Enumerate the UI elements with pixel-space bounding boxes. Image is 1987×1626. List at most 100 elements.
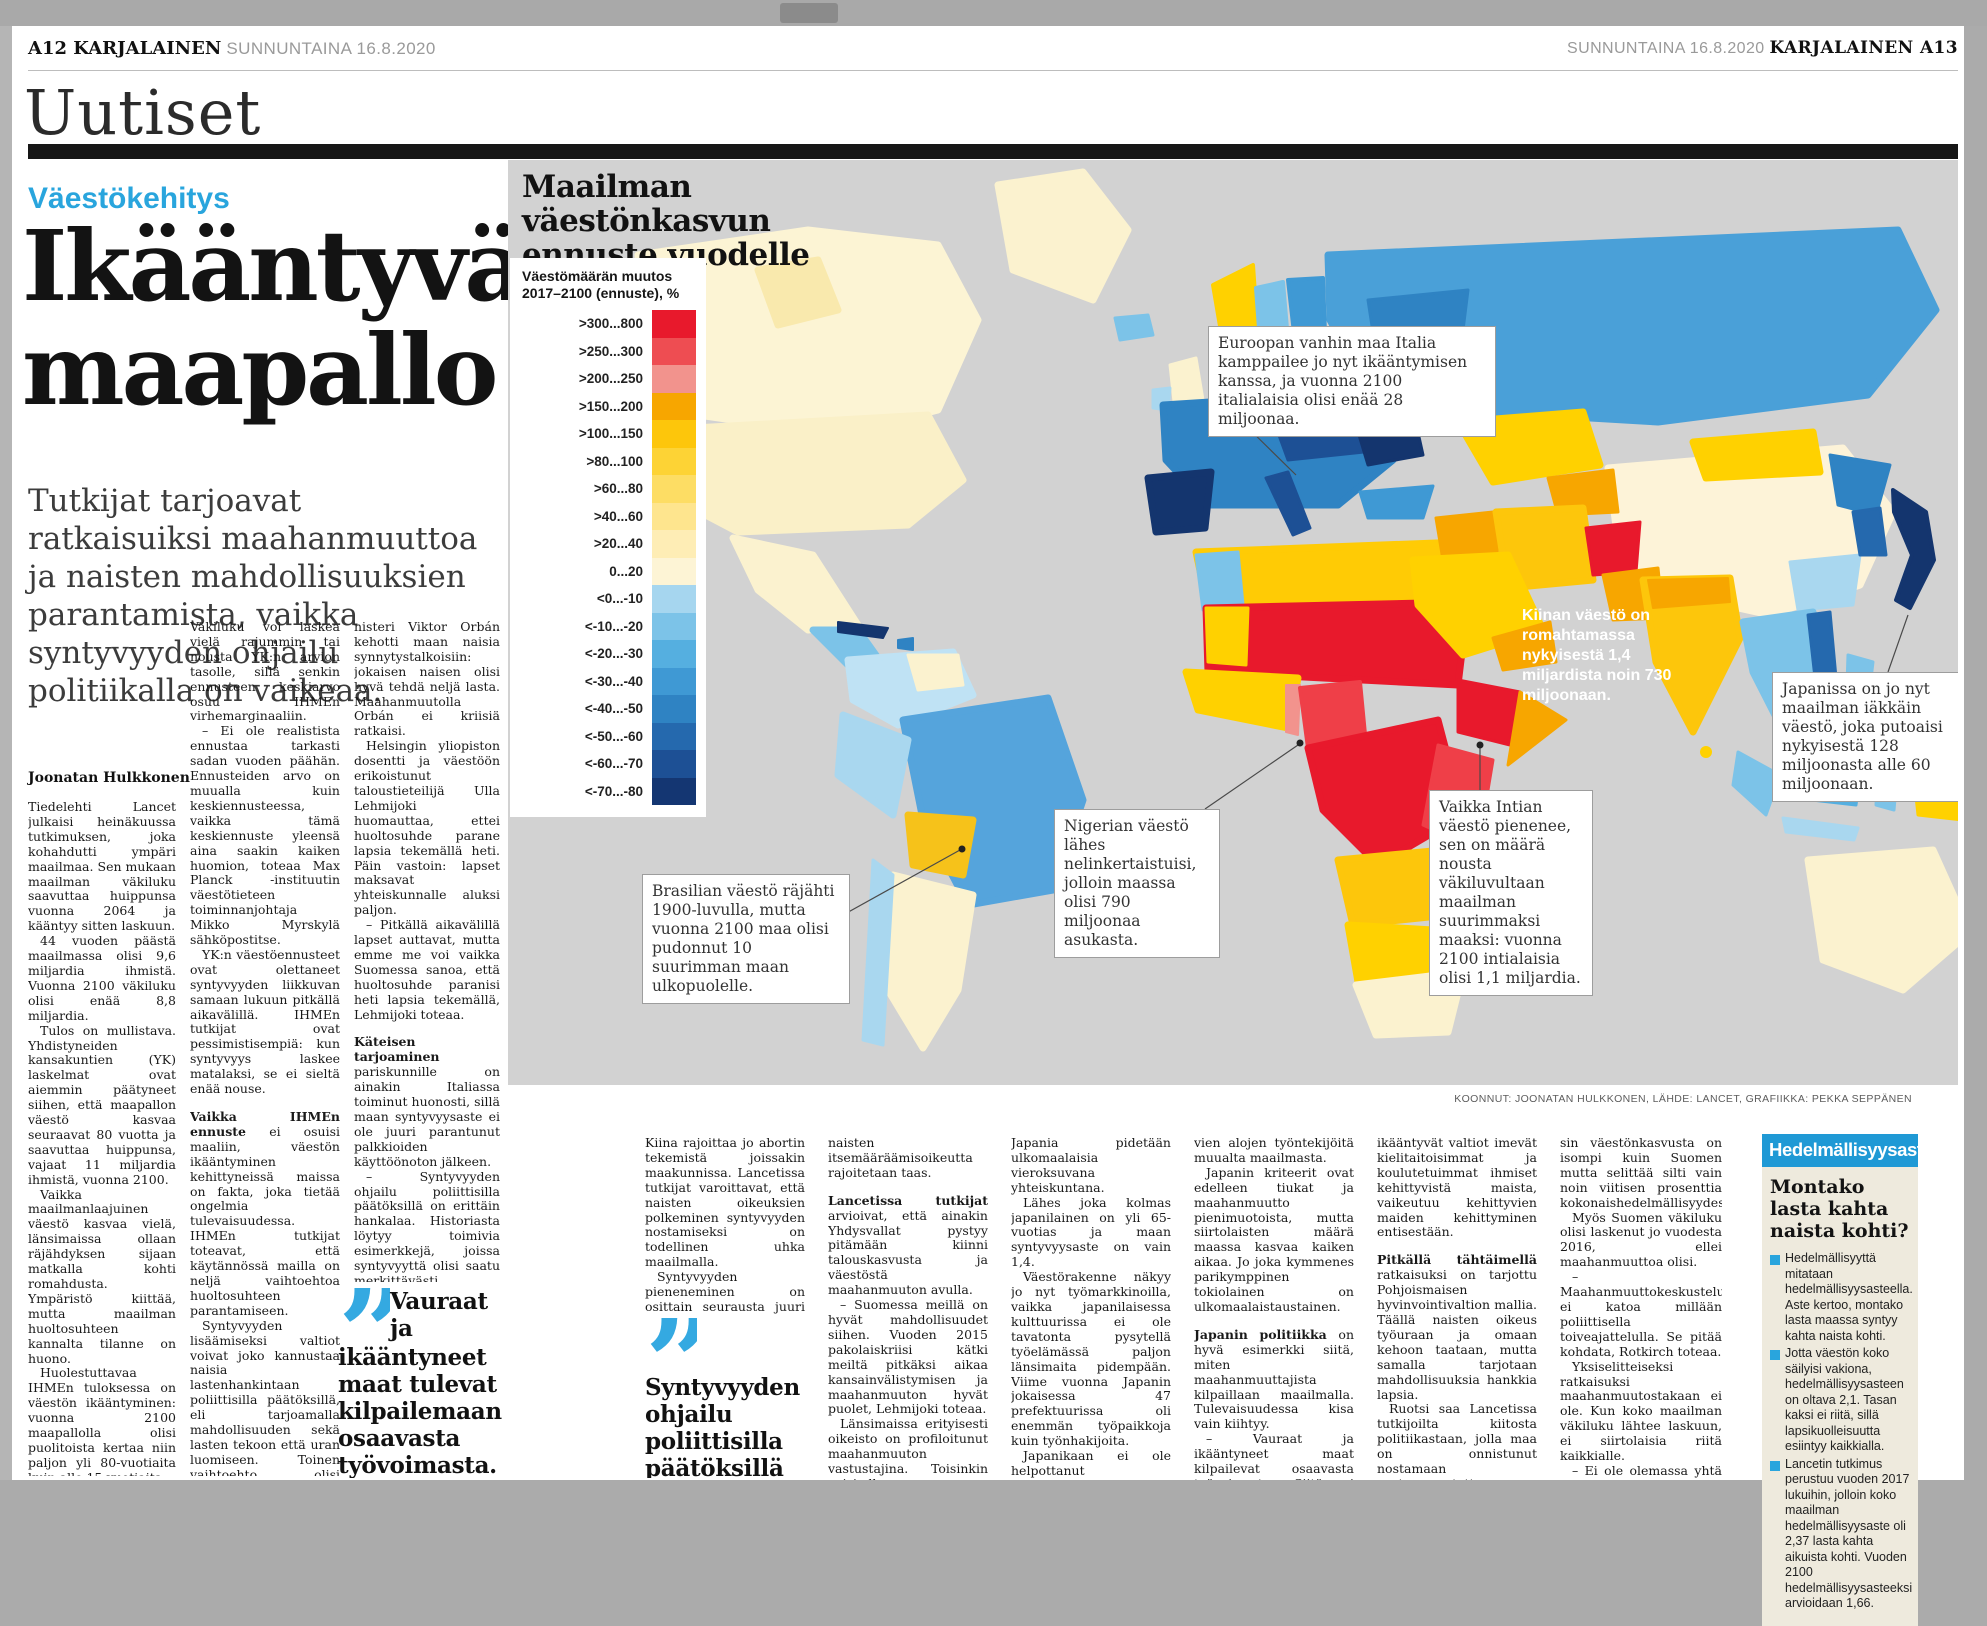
paragraph: Japanin kriteerit ovat edelleen tiukat j… <box>1194 1164 1354 1314</box>
paragraph: Syntyvyyden pieneneminen on osittain seu… <box>645 1269 805 1316</box>
legend-label: >200...250 <box>578 371 643 386</box>
legend-color-chip <box>652 310 696 338</box>
legend-label: >100...150 <box>578 426 643 441</box>
callout-intia: Vaikka Intian väestö pienenee, sen on mä… <box>1429 790 1593 996</box>
fact-box-bullets: Hedelmällisyyttä mitataan hedelmällisyys… <box>1770 1251 1913 1612</box>
masthead-right: SUNNUNTAINA 16.8.2020 KARJALAINEN A13 <box>1200 38 1958 58</box>
paragraph: Länsimaissa erityisesti oikeisto on prof… <box>828 1416 988 1480</box>
legend-row: >150...200 <box>522 392 696 420</box>
fact-box-title: Montako lasta kahta naista kohti? <box>1770 1176 1909 1242</box>
paragraph: ikääntyvät valtiot imevät kielitaitoisim… <box>1377 1136 1537 1240</box>
legend-row: <-60...-70 <box>522 750 696 778</box>
legend-label: <0...-10 <box>596 591 643 606</box>
article-headline: Ikääntyvä maapallo <box>22 209 527 427</box>
legend-label: <-10...-20 <box>584 618 643 634</box>
legend-scale: >300...800 >250...300 >200...250 >150...200… <box>522 310 696 805</box>
legend-label: <-50...-60 <box>584 728 643 744</box>
legend-row: <-40...-50 <box>522 695 696 723</box>
legend-color-chip <box>652 585 696 613</box>
body-column-8: ikääntyvät valtiot imevät kielitaitoisim… <box>1377 1136 1537 1480</box>
fact-box-header: Hedelmällisyysaste <box>1762 1134 1933 1167</box>
legend-row: >80...100 <box>522 447 696 475</box>
legend-color-chip <box>652 777 696 805</box>
paragraph: – Ei ole realistista ennustaa tarkasti s… <box>190 723 340 948</box>
body-column-4: Kiina rajoittaa jo abortin tekemistä joi… <box>645 1136 805 1316</box>
paragraph: – Ei ole olemassa yhtä taikasauvaa, joll… <box>1560 1462 1722 1480</box>
paragraph: Kiina rajoittaa jo abortin tekemistä joi… <box>645 1136 805 1270</box>
masthead-left: A12 KARJALAINEN SUNNUNTAINA 16.8.2020 <box>28 38 436 59</box>
article-kicker: Väestökehitys <box>28 182 230 215</box>
legend-color-chip <box>652 420 696 448</box>
date-right: SUNNUNTAINA 16.8.2020 <box>1567 40 1765 57</box>
world-map-infographic: Maailman väestönkasvun ennuste vuodelle … <box>508 160 1958 1085</box>
quote-icon: ” <box>645 1318 697 1374</box>
bullet-square-icon <box>1770 1350 1780 1360</box>
legend-label: >80...100 <box>586 453 643 469</box>
legend-label: <-30...-40 <box>584 673 643 689</box>
bullet-text: Hedelmällisyyttä mitataan hedelmällisyys… <box>1785 1251 1913 1343</box>
legend-row: >250...300 <box>522 337 696 365</box>
legend-row: >60...80 <box>522 475 696 503</box>
paragraph: Väestörakenne näkyy jo nyt työmarkkinoil… <box>1011 1269 1171 1449</box>
legend-row: <-30...-40 <box>522 667 696 695</box>
legend-color-chip <box>652 337 696 365</box>
page-number-left: A12 KARJALAINEN <box>28 38 222 59</box>
paragraph: – Maahanmuuttokeskustelu ei katoa millää… <box>1560 1269 1722 1359</box>
callout-italia: Euroopan vanhin maa Italia kamppailee jo… <box>1208 326 1496 437</box>
article-byline: Joonatan Hulkkonen <box>28 770 190 786</box>
paragraph: Japania pidetään ulkomaalaisia vieroksuv… <box>1011 1136 1171 1195</box>
legend-color-chip <box>652 447 696 475</box>
legend-row: >40...60 <box>522 502 696 530</box>
legend-row: >300...800 <box>522 310 696 338</box>
viewer-top-bar <box>0 0 1987 26</box>
fact-box-bullet: Jotta väestön koko säilyisi vakiona, hed… <box>1770 1346 1910 1455</box>
paragraph: Syntyvyyden lisäämiseksi valtiot voivat … <box>190 1317 340 1476</box>
fact-box-hedelmallisyysaste: Hedelmällisyysaste Montako lasta kahta n… <box>1762 1134 1933 1626</box>
paragraph: Huolestuttavaa IHMEn tuloksessa on väest… <box>28 1365 176 1476</box>
pull-quote-text: Syntyvyyden ohjailu poliittisilla päätök… <box>645 1374 800 1478</box>
body-column-6: Japania pidetään ulkomaalaisia vieroksuv… <box>1011 1136 1171 1480</box>
legend-color-chip <box>652 502 696 530</box>
body-column-9: sin väestönkasvusta on isompi kuin Suome… <box>1560 1136 1722 1480</box>
section-title: Uutiset <box>24 76 262 149</box>
paragraph: Lähes joka kolmas japanilainen on yli 65… <box>1011 1194 1171 1270</box>
bullet-square-icon <box>1770 1255 1780 1265</box>
page-edge-shadow <box>0 26 12 1480</box>
page-number-right: KARJALAINEN A13 <box>1769 38 1958 58</box>
legend-color-chip <box>652 557 696 585</box>
paragraph: – Pitkällä aikavälillä lapset auttavat, … <box>354 917 500 1022</box>
legend-label: <-70...-80 <box>584 783 643 799</box>
body-column-7: vien alojen työntekijöitä muualta maailm… <box>1194 1136 1354 1480</box>
legend-color-chip <box>652 475 696 503</box>
legend-color-chip <box>652 667 696 695</box>
scrollbar-thumb[interactable] <box>780 3 838 23</box>
paragraph: Käteisen tarjoaminen pariskunnille on ai… <box>354 1034 500 1169</box>
paragraph: sin väestönkasvusta on isompi kuin Suome… <box>1560 1136 1722 1210</box>
article-standfirst: Tutkijat tarjoavat ratkaisuiksi maahanmu… <box>28 483 478 709</box>
legend-color-chip <box>652 722 696 750</box>
paragraph: Japanikaan ei ole helpottanut maahanmuut… <box>1011 1448 1171 1480</box>
body-column-3: nisteri Viktor Orbán kehotti maan naisia… <box>354 620 500 1282</box>
nigeria-dot <box>1296 739 1304 747</box>
paragraph: nisteri Viktor Orbán kehotti maan naisia… <box>354 620 500 739</box>
map-legend: Väestömäärän muutos 2017–2100 (ennuste),… <box>510 258 706 817</box>
legend-color-chip <box>652 640 696 668</box>
legend-row: <-10...-20 <box>522 612 696 640</box>
quote-icon: ” <box>338 1288 390 1344</box>
legend-row: >20...40 <box>522 530 696 558</box>
paragraph: 44 vuoden päästä maailmassa olisi 9,6 mi… <box>28 933 176 1023</box>
paragraph: Lancetissa tutkijat arvioivat, että aina… <box>828 1192 988 1298</box>
date-left: SUNNUNTAINA 16.8.2020 <box>226 39 436 58</box>
legend-row: >100...150 <box>522 420 696 448</box>
legend-row: >200...250 <box>522 365 696 393</box>
paragraph: Vaikka maailmanlaajuinen väestö kasvaa v… <box>28 1186 176 1366</box>
paragraph: Vaikka IHMEn ennuste ei osuisi maaliin, … <box>190 1109 340 1318</box>
legend-title: Väestömäärän muutos 2017–2100 (ennuste),… <box>522 268 680 301</box>
callout-nigeria: Nigerian väestö lähes nelinkertaistuisi,… <box>1054 809 1220 958</box>
paragraph: – Syntyvyyden ohjailu poliittisilla päät… <box>354 1168 500 1282</box>
legend-color-chip <box>652 530 696 558</box>
pull-quote-rotkirch: ” Vauraat ja ikääntyneet maat tulevat ki… <box>338 1288 504 1478</box>
pull-quote-myrskyla: ” Syntyvyyden ohjailu poliittisilla päät… <box>645 1318 817 1478</box>
legend-label: >250...300 <box>578 343 643 359</box>
legend-color-chip <box>652 695 696 723</box>
